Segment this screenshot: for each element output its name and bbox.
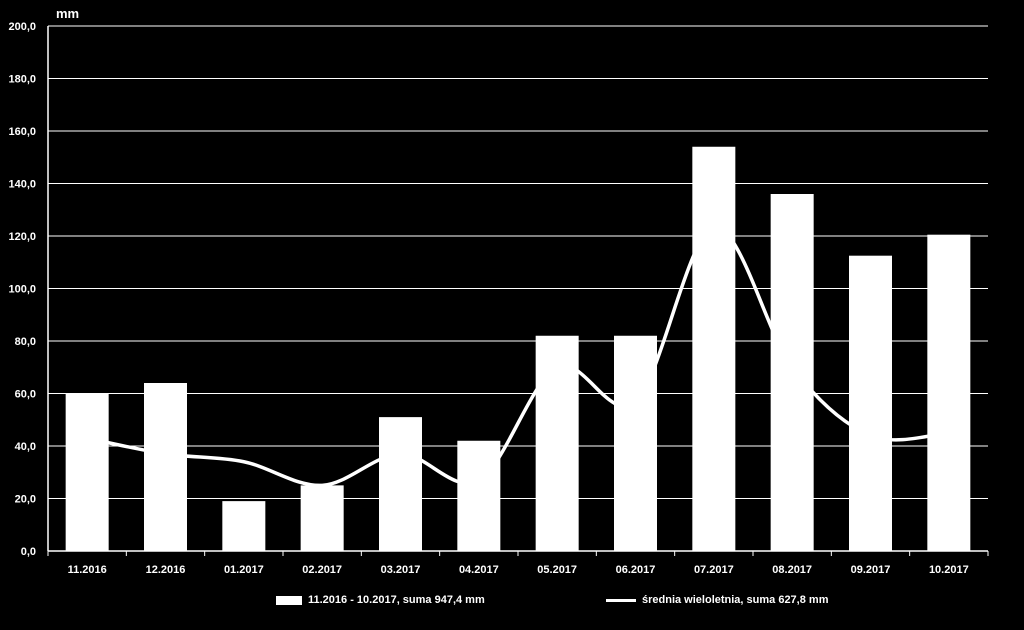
bar [144,383,187,551]
y-tick-label: 100,0 [8,284,36,296]
x-tick-label: 05.2017 [537,564,577,576]
x-tick-label: 07.2017 [694,564,734,576]
y-tick-label: 160,0 [8,126,36,138]
x-tick-label: 01.2017 [224,564,264,576]
bar [927,234,971,551]
x-tick-label: 12.2016 [146,564,186,576]
x-tick-label: 06.2017 [616,564,656,576]
x-tick-label: 03.2017 [381,564,421,576]
bar [300,485,344,551]
y-tick-label: 60,0 [15,389,36,401]
bar [692,146,736,551]
y-tick-label: 80,0 [15,336,36,348]
x-tick-label: 09.2017 [851,564,891,576]
y-tick-label: 140,0 [8,179,36,191]
y-tick-label: 20,0 [15,494,36,506]
x-tick-label: 04.2017 [459,564,499,576]
legend-swatch-line [606,598,636,602]
y-axis-label: mm [56,6,79,21]
legend-item-line: średnia wieloletnia, suma 627,8 mm [606,594,828,606]
legend-label-line: średnia wieloletnia, suma 627,8 mm [642,594,829,606]
bar [222,501,266,551]
x-tick-label: 10.2017 [929,564,969,576]
legend-swatch-bars [276,595,302,605]
bar [535,335,579,551]
y-tick-label: 40,0 [15,441,36,453]
grid-layer [48,25,988,499]
bar [614,335,657,551]
legend-item-bars: 11.2016 - 10.2017, suma 947,4 mm [276,594,485,606]
bar [849,255,892,551]
bar [379,417,422,551]
x-tick-label: 11.2016 [68,564,107,576]
y-tick-label: 120,0 [8,231,36,243]
y-tick-label: 200,0 [8,21,36,33]
series-line [86,226,949,488]
x-tick-label: 08.2017 [772,564,812,576]
bar-layer [65,146,971,551]
line-layer [86,226,949,488]
bar [65,393,109,551]
y-tick-label: 180,0 [8,74,36,86]
y-tick-label: 0,0 [21,546,36,558]
bar [770,194,814,551]
bar [457,440,501,551]
axis-layer: 0,0 20,0 40,0 60,0 80,0 100,0 120,0 140,0 160,0 1… [8,21,989,576]
x-tick-label: 02.2017 [302,564,342,576]
legend-label-bars: 11.2016 - 10.2017, suma 947,4 mm [308,594,485,606]
